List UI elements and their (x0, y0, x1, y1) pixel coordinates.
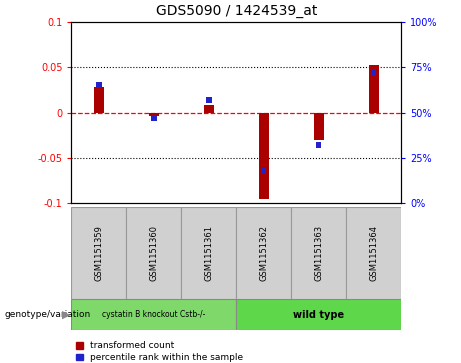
Bar (96, 82, 102, 89)
Title: GDS5090 / 1424539_at: GDS5090 / 1424539_at (155, 4, 317, 18)
Bar (236, 299, 401, 330)
Text: GSM1151359: GSM1151359 (95, 225, 103, 281)
Bar (151, 115, 157, 121)
Text: GSM1151363: GSM1151363 (314, 225, 323, 281)
Bar (149, 113, 159, 116)
Text: ▶: ▶ (62, 310, 71, 320)
Text: wild type: wild type (293, 310, 344, 320)
Bar (71, 207, 126, 299)
Bar (291, 207, 346, 299)
Bar (369, 65, 378, 113)
Bar (206, 97, 212, 103)
Bar (181, 207, 236, 299)
Text: GSM1151364: GSM1151364 (369, 225, 378, 281)
Bar (314, 113, 324, 140)
Bar (259, 113, 269, 199)
Bar (346, 207, 401, 299)
Text: genotype/variation: genotype/variation (5, 310, 91, 319)
Bar (371, 69, 376, 76)
Bar (71, 299, 236, 330)
Bar (204, 105, 214, 113)
Bar (236, 207, 291, 299)
Bar (316, 142, 321, 148)
Text: GSM1151360: GSM1151360 (149, 225, 159, 281)
Bar (126, 207, 181, 299)
Text: GSM1151361: GSM1151361 (204, 225, 213, 281)
Bar (94, 87, 104, 113)
Text: cystatin B knockout Cstb-/-: cystatin B knockout Cstb-/- (102, 310, 206, 319)
Bar (261, 167, 266, 174)
Text: GSM1151362: GSM1151362 (259, 225, 268, 281)
Legend: transformed count, percentile rank within the sample: transformed count, percentile rank withi… (76, 342, 243, 362)
